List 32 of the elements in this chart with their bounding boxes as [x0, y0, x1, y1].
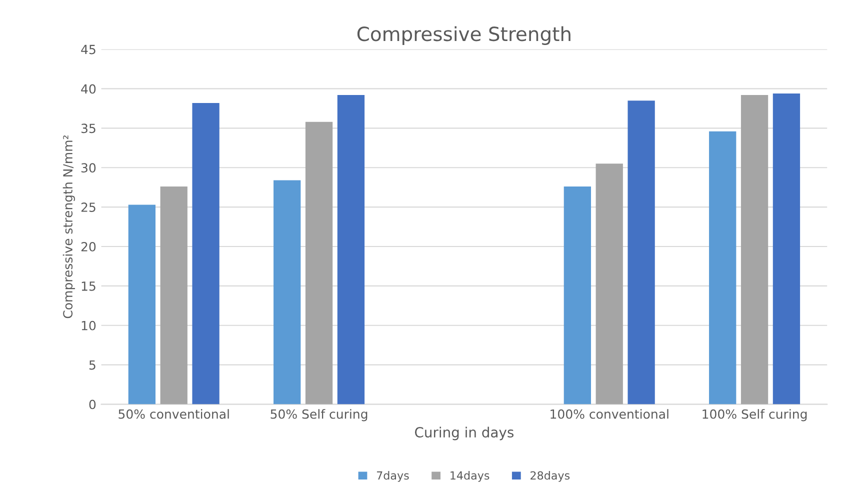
y-tick-label: 15	[82, 282, 96, 291]
bar	[772, 93, 800, 404]
y-tick-label: 20	[81, 242, 96, 252]
y-tick-label: 40	[81, 84, 96, 94]
legend-label: 28days	[530, 471, 570, 482]
y-tick-label: 45	[81, 44, 96, 54]
x-tick-label: 50% Self curing	[270, 409, 368, 422]
chart-title: Compressive Strength	[357, 26, 570, 46]
bar	[305, 122, 333, 404]
legend-label: 14days	[450, 471, 490, 482]
y-axis-title: Compressive strength N/mm²	[62, 136, 75, 318]
bar	[192, 102, 220, 404]
bar	[337, 95, 365, 404]
y-tick-label: 10	[82, 320, 96, 330]
bar	[740, 95, 768, 404]
y-tick-label: 5	[89, 360, 96, 370]
x-tick-label: 100% conventional	[550, 409, 668, 419]
x-axis-title: Curing in days	[415, 426, 514, 440]
bar	[709, 131, 736, 404]
y-tick-label: 25	[81, 202, 96, 212]
bar	[160, 186, 188, 404]
y-tick-label: 30	[81, 163, 96, 173]
y-tick-label: 0	[89, 400, 96, 410]
bar	[628, 100, 655, 404]
bar	[564, 186, 592, 404]
bar	[274, 180, 301, 404]
bar	[128, 204, 156, 404]
legend-label: 7days	[376, 471, 409, 482]
x-tick-label: 50% conventional	[118, 409, 229, 419]
y-tick-label: 35	[81, 124, 96, 134]
bar	[596, 164, 623, 404]
x-tick-label: 100% Self curing	[702, 409, 807, 422]
